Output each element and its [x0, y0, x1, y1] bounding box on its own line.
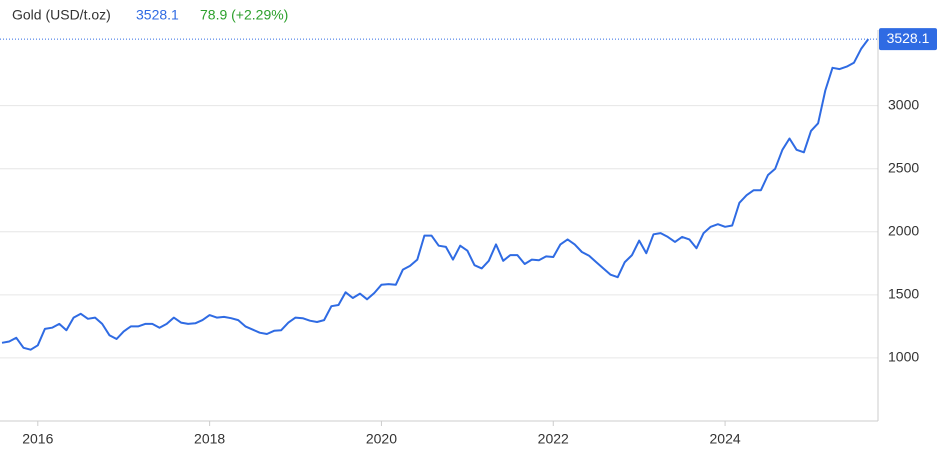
last-value: 3528.1 — [136, 7, 179, 23]
x-tick-label: 2020 — [366, 431, 397, 447]
y-tick-label: 2000 — [888, 223, 919, 239]
series-name: Gold (USD/t.oz) — [12, 7, 111, 23]
last-value-box — [879, 28, 937, 51]
x-tick-label: 2018 — [194, 431, 225, 447]
y-tick-label: 1000 — [888, 349, 919, 365]
y-tick-label: 3000 — [888, 96, 919, 112]
x-tick-label: 2024 — [710, 431, 741, 447]
x-tick-label: 2016 — [22, 431, 53, 447]
price-line — [1, 38, 870, 351]
y-tick-label: 2500 — [888, 159, 919, 175]
change: 78.9 (+2.29%) — [200, 7, 288, 23]
y-tick-label: 1500 — [888, 286, 919, 302]
last-value-label: 3528.1 — [887, 30, 930, 46]
x-tick-label: 2022 — [538, 431, 569, 447]
